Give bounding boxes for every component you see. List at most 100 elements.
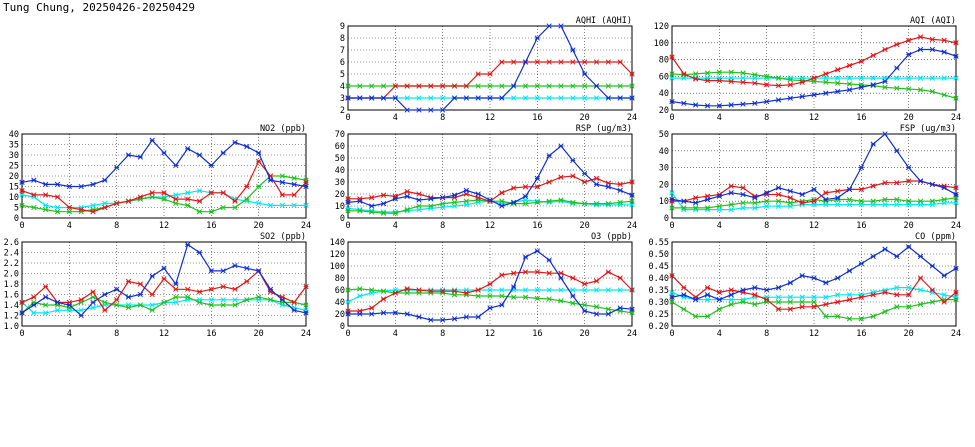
data-point-blue	[380, 310, 387, 316]
data-point-blue	[775, 284, 782, 291]
data-point-red	[906, 178, 912, 184]
data-point-blue	[267, 177, 274, 183]
data-point-red	[546, 270, 552, 276]
y-tick-label: 20	[659, 180, 669, 190]
data-point-cyan	[43, 310, 49, 316]
data-point-red	[54, 194, 61, 200]
chart-title: RSP (ug/m3)	[576, 124, 632, 134]
data-point-blue	[764, 98, 770, 105]
data-point-blue	[511, 284, 517, 290]
y-tick-label: 15	[9, 183, 19, 193]
data-point-red	[894, 41, 900, 48]
x-tick-label: 12	[809, 113, 819, 123]
chart-aqi: AQI (AQI) 20 40 60 80 100 120 0 4 8 12 16 20 24	[654, 16, 961, 123]
y-tick-label: 100	[654, 39, 669, 49]
chart-title: AQHI (AQHI)	[576, 16, 632, 26]
data-point-cyan	[208, 297, 214, 303]
data-point-green	[369, 287, 375, 293]
data-point-red	[149, 291, 155, 298]
data-point-cyan	[894, 284, 900, 291]
data-point-red	[114, 200, 120, 206]
series-line-green	[347, 288, 633, 314]
data-point-blue	[149, 273, 155, 279]
data-point-green	[906, 304, 912, 310]
data-point-blue	[546, 23, 552, 29]
data-point-blue	[882, 131, 888, 137]
y-tick-label: 10	[335, 202, 345, 212]
data-point-blue	[54, 181, 61, 188]
chart-title: FSP (ug/m3)	[900, 124, 956, 134]
data-point-blue	[487, 95, 493, 101]
x-tick-label: 12	[809, 221, 819, 231]
data-point-red	[125, 278, 132, 285]
data-point-red	[90, 209, 96, 215]
data-point-red	[404, 188, 410, 195]
data-point-cyan	[90, 202, 96, 209]
data-point-blue	[764, 190, 770, 196]
data-point-blue	[669, 294, 675, 300]
data-point-red	[728, 183, 734, 189]
data-point-cyan	[196, 188, 203, 194]
data-point-red	[369, 305, 375, 311]
data-point-cyan	[846, 292, 853, 298]
y-tick-label: 50	[659, 130, 669, 140]
y-tick-label: 0.25	[649, 310, 669, 320]
data-point-blue	[605, 95, 611, 101]
data-point-red	[137, 281, 143, 287]
data-point-red	[617, 275, 623, 281]
chart-co: CO (ppm) 0.20 0.25 0.30 0.35 0.40 0.45 0.50 0.55…	[649, 232, 962, 339]
data-point-blue	[823, 280, 829, 286]
data-point-blue	[66, 183, 72, 190]
data-point-cyan	[764, 203, 770, 209]
data-point-blue	[43, 294, 49, 300]
x-tick-label: 0	[345, 113, 350, 123]
data-point-red	[487, 71, 493, 77]
data-point-blue	[428, 317, 434, 323]
data-point-blue	[570, 47, 576, 53]
data-point-blue	[740, 287, 746, 293]
x-tick-label: 24	[627, 329, 637, 339]
data-point-red	[125, 198, 132, 204]
x-tick-label: 20	[904, 113, 914, 123]
data-point-blue	[369, 203, 375, 209]
data-point-blue	[582, 308, 588, 314]
data-point-blue	[858, 164, 864, 171]
data-point-red	[440, 83, 446, 89]
x-tick-label: 8	[440, 113, 445, 123]
data-point-green	[716, 203, 722, 209]
x-tick-label: 8	[440, 221, 445, 231]
data-point-red	[775, 82, 782, 89]
data-point-green	[740, 200, 746, 206]
data-point-green	[752, 200, 758, 206]
data-point-blue	[716, 296, 722, 303]
data-point-cyan	[858, 75, 864, 81]
data-point-blue	[728, 102, 734, 108]
data-point-blue	[487, 305, 493, 311]
data-point-blue	[558, 23, 564, 29]
data-point-green	[208, 209, 214, 215]
y-tick-label: 40	[659, 147, 669, 157]
plot-frame	[347, 241, 633, 327]
x-tick-label: 4	[67, 221, 72, 231]
data-point-cyan	[846, 75, 853, 81]
data-point-green	[534, 295, 540, 302]
data-point-green	[906, 198, 912, 204]
data-point-cyan	[870, 75, 876, 81]
data-point-red	[917, 34, 924, 40]
data-point-blue	[440, 107, 446, 113]
data-point-blue	[870, 82, 876, 88]
y-tick-label: 40	[335, 298, 345, 308]
x-tick-label: 8	[764, 221, 769, 231]
data-point-red	[917, 275, 924, 281]
data-point-red	[232, 286, 238, 292]
data-point-red	[149, 190, 155, 196]
data-point-green	[475, 293, 481, 299]
data-point-blue	[546, 152, 552, 159]
data-point-red	[787, 82, 793, 88]
data-point-green	[929, 88, 935, 95]
data-point-green	[279, 173, 285, 179]
data-point-cyan	[835, 201, 841, 208]
series-line-blue	[671, 133, 957, 204]
data-point-blue	[716, 103, 722, 109]
